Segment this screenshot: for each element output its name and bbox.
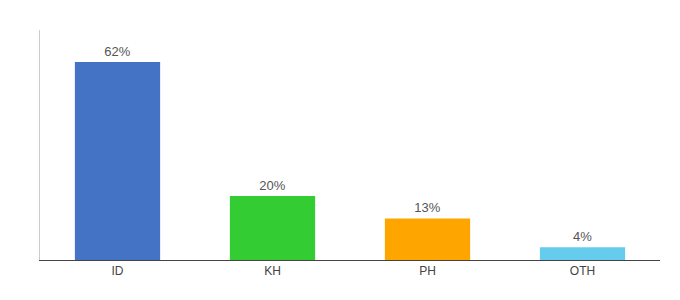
svg-text:62%: 62% bbox=[104, 44, 130, 59]
svg-text:KH: KH bbox=[264, 264, 281, 278]
svg-text:ID: ID bbox=[112, 264, 124, 278]
svg-text:OTH: OTH bbox=[570, 264, 595, 278]
svg-text:13%: 13% bbox=[414, 200, 440, 215]
svg-text:20%: 20% bbox=[259, 178, 285, 193]
svg-text:4%: 4% bbox=[573, 229, 592, 244]
svg-text:PH: PH bbox=[419, 264, 436, 278]
